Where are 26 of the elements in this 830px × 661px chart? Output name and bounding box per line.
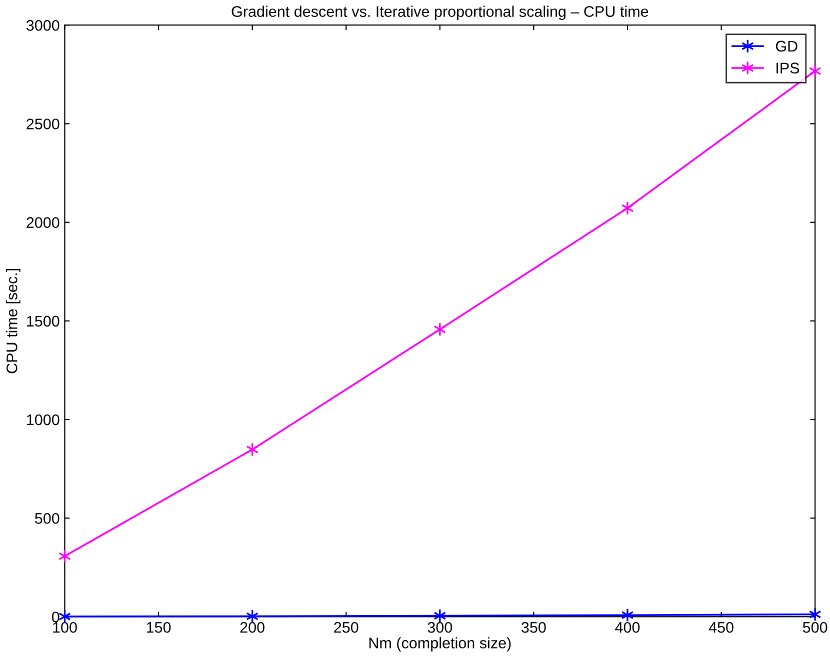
x-tick-label: 400 (615, 622, 640, 633)
y-tick-label: 2500 (26, 118, 60, 130)
x-tick-label: 250 (334, 622, 358, 633)
point (621, 608, 634, 622)
x-tick-label: 150 (146, 622, 171, 633)
x-tick-label: 350 (522, 622, 546, 633)
chart-title: Gradient descent vs. Iterative proportional scaling – CPU time (232, 6, 648, 20)
point (808, 64, 822, 78)
legend-label: GD (776, 40, 798, 52)
x-tick-label: 500 (802, 622, 828, 633)
y-axis-title: CPU time [sec.] (6, 268, 20, 374)
y-tick-label: 500 (35, 512, 60, 524)
legend-label: IPS (776, 62, 800, 74)
y-tick-label: 3000 (26, 20, 60, 31)
point (808, 607, 822, 622)
point (434, 608, 446, 623)
x-tick-label: 450 (708, 622, 734, 633)
y-tick-label: 1000 (27, 414, 60, 426)
x-tick-label: 200 (240, 622, 264, 633)
y-tick-label: 1500 (27, 316, 60, 327)
y-tick-label: 0 (52, 612, 60, 622)
x-axis-title: Nm (completion size) (369, 637, 511, 652)
x-tick-label: 300 (428, 622, 452, 633)
y-tick-label: 2000 (26, 217, 60, 228)
x-tick-label: 100 (53, 622, 77, 633)
point (621, 201, 634, 216)
